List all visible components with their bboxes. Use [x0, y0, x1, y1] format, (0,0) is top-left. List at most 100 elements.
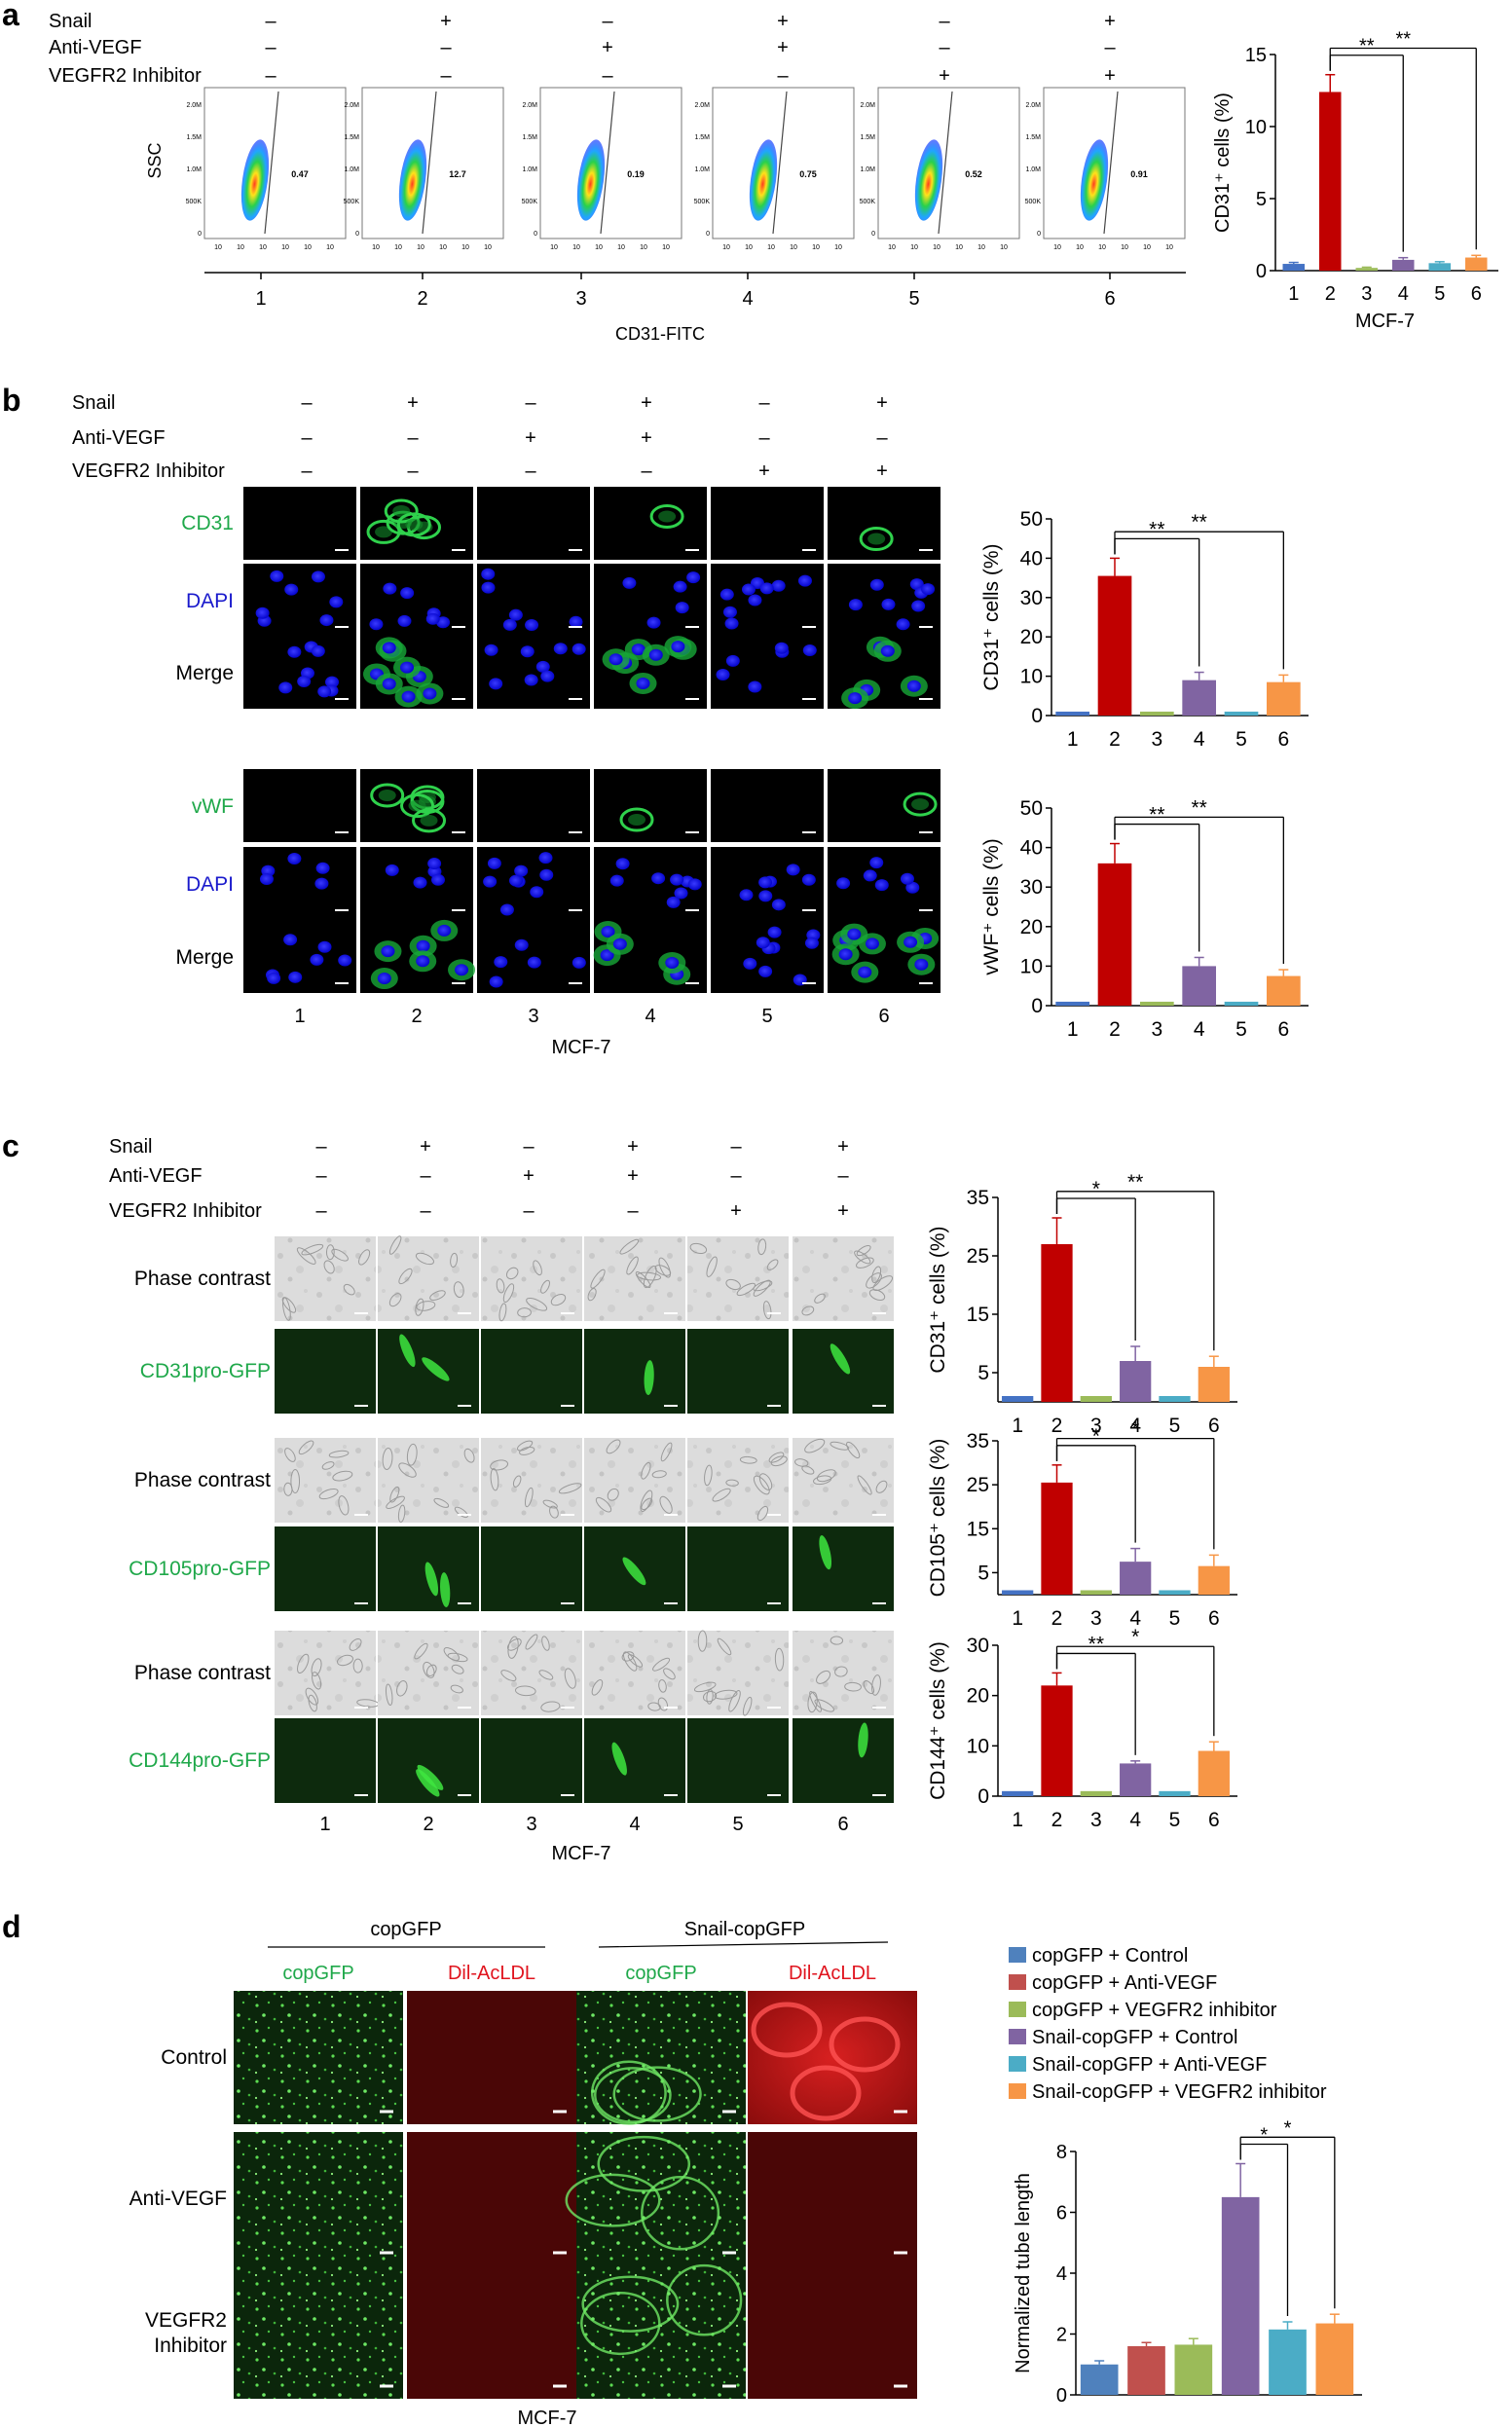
- nucleus: [535, 660, 550, 673]
- treat-sign-b-0-0: –: [301, 392, 313, 414]
- nucleus: [317, 940, 332, 953]
- flow-y-tick: 0: [1037, 231, 1041, 238]
- x-tick-label-3: 3: [1361, 283, 1372, 305]
- treat-sign-a-2-5: +: [1104, 65, 1116, 87]
- bar-6: [1267, 975, 1301, 1006]
- c-tile-5-4: [687, 1718, 789, 1803]
- phase-cell: [397, 1504, 406, 1524]
- treat-sign-b-1-3: +: [641, 427, 652, 449]
- nucleus: [797, 574, 812, 587]
- nucleus: [646, 616, 661, 629]
- phase-cell: [548, 1505, 559, 1519]
- y-tick-label: 0: [1056, 2385, 1067, 2407]
- phase-cell: [429, 1290, 446, 1301]
- tile-background: [793, 1526, 894, 1611]
- treat-label-a-1: Anti-VEGF: [49, 37, 142, 58]
- phase-cell: [712, 1488, 731, 1502]
- d-row-label-2: VEGFR2 Inhibitor: [145, 2309, 227, 2357]
- y-tick-label: 10: [967, 1735, 989, 1757]
- sig-label: *: [1131, 1626, 1139, 1648]
- tube-network: [666, 2263, 743, 2336]
- flow-x-tick: 10: [259, 244, 267, 251]
- flow-y-tick: 0: [534, 231, 537, 238]
- nucleus: [314, 877, 329, 890]
- nucleus: [609, 874, 624, 887]
- phase-cell: [757, 1238, 767, 1256]
- b-tile-1-1-0: [243, 847, 356, 920]
- nucleus: [489, 975, 503, 988]
- bar-6: [1267, 681, 1301, 716]
- nucleus: [530, 886, 544, 899]
- phase-cell: [756, 1505, 769, 1522]
- row-and-lane-labels: CD31 DAPI Merge vWF DAPI Merge 1 2 3 4 5 6 MCF-7 Phas…: [129, 512, 889, 2427]
- phase-cell: [385, 1683, 393, 1707]
- y-tick-label: 20: [1020, 626, 1043, 648]
- tile-background: [584, 1631, 685, 1715]
- bar-1: [1282, 264, 1305, 271]
- nucleus: [608, 653, 623, 666]
- nucleus: [381, 945, 395, 958]
- c-tile-2-0: [275, 1438, 376, 1523]
- phase-cell: [498, 1303, 507, 1322]
- b-lane-label-3: 3: [528, 1006, 538, 1027]
- gfp-cell: [440, 1572, 451, 1608]
- phase-cell: [834, 1666, 848, 1677]
- c-tile-4-2: [481, 1631, 582, 1715]
- flow-gate-line: [600, 91, 615, 235]
- phase-cell: [524, 1487, 534, 1508]
- bar-6: [1198, 1750, 1230, 1796]
- phase-cell: [587, 1288, 597, 1302]
- phase-cell: [758, 1473, 773, 1490]
- bar-4: [1120, 1763, 1152, 1796]
- flow-x-tick: 10: [812, 244, 820, 251]
- phase-cell: [606, 1439, 621, 1454]
- b-tile-1-0-2: [477, 769, 590, 842]
- x-tick-label-1: 1: [1012, 1809, 1023, 1831]
- marker-cell: [370, 783, 405, 808]
- x-tick-label-6: 6: [1471, 283, 1482, 305]
- c-tile-1-0: [275, 1329, 376, 1414]
- tile-background: [378, 1329, 479, 1414]
- nucleus: [900, 872, 914, 885]
- tile-background: [275, 1631, 376, 1715]
- tile-background: [243, 920, 356, 993]
- flow-lane-label-6: 6: [1104, 288, 1115, 310]
- y-tick-label: 40: [1020, 837, 1043, 860]
- tube-network-red: [790, 2065, 862, 2121]
- tile-background: [243, 487, 356, 560]
- phase-cell: [311, 1658, 322, 1677]
- phase-cell: [281, 1297, 297, 1313]
- marker-cell-fill: [867, 533, 886, 545]
- flow-x-tick: 10: [617, 244, 625, 251]
- nucleus: [317, 685, 332, 698]
- phase-cell: [807, 1691, 818, 1713]
- phase-cell: [770, 1455, 788, 1467]
- treat-sign-c-2-3: –: [627, 1200, 639, 1222]
- nucleus: [484, 644, 498, 656]
- sig-label: *: [1284, 2117, 1292, 2139]
- nucleus: [481, 581, 496, 594]
- phase-cell: [742, 1696, 753, 1716]
- phase-cell: [496, 1278, 505, 1294]
- tile-background: [687, 1329, 789, 1414]
- flow-y-tick: 500K: [860, 199, 876, 205]
- flow-gate-line: [772, 91, 788, 235]
- phase-cell: [640, 1489, 653, 1512]
- tile-background: [243, 636, 356, 709]
- phase-cell: [762, 1301, 772, 1320]
- phase-cell: [516, 1440, 534, 1452]
- nucleus: [416, 939, 430, 952]
- flow-scatter-cloud: [749, 139, 778, 221]
- gfp-cell: [622, 1557, 646, 1586]
- phase-cell: [558, 1483, 582, 1494]
- treat-sign-b-2-5: +: [876, 460, 888, 482]
- nucleus: [382, 678, 396, 690]
- nucleus: [836, 877, 851, 890]
- legend-swatch-6: [1009, 2083, 1026, 2099]
- flow-x-tick: 10: [722, 244, 730, 251]
- phase-cell: [382, 1448, 393, 1470]
- nucleus: [400, 661, 415, 674]
